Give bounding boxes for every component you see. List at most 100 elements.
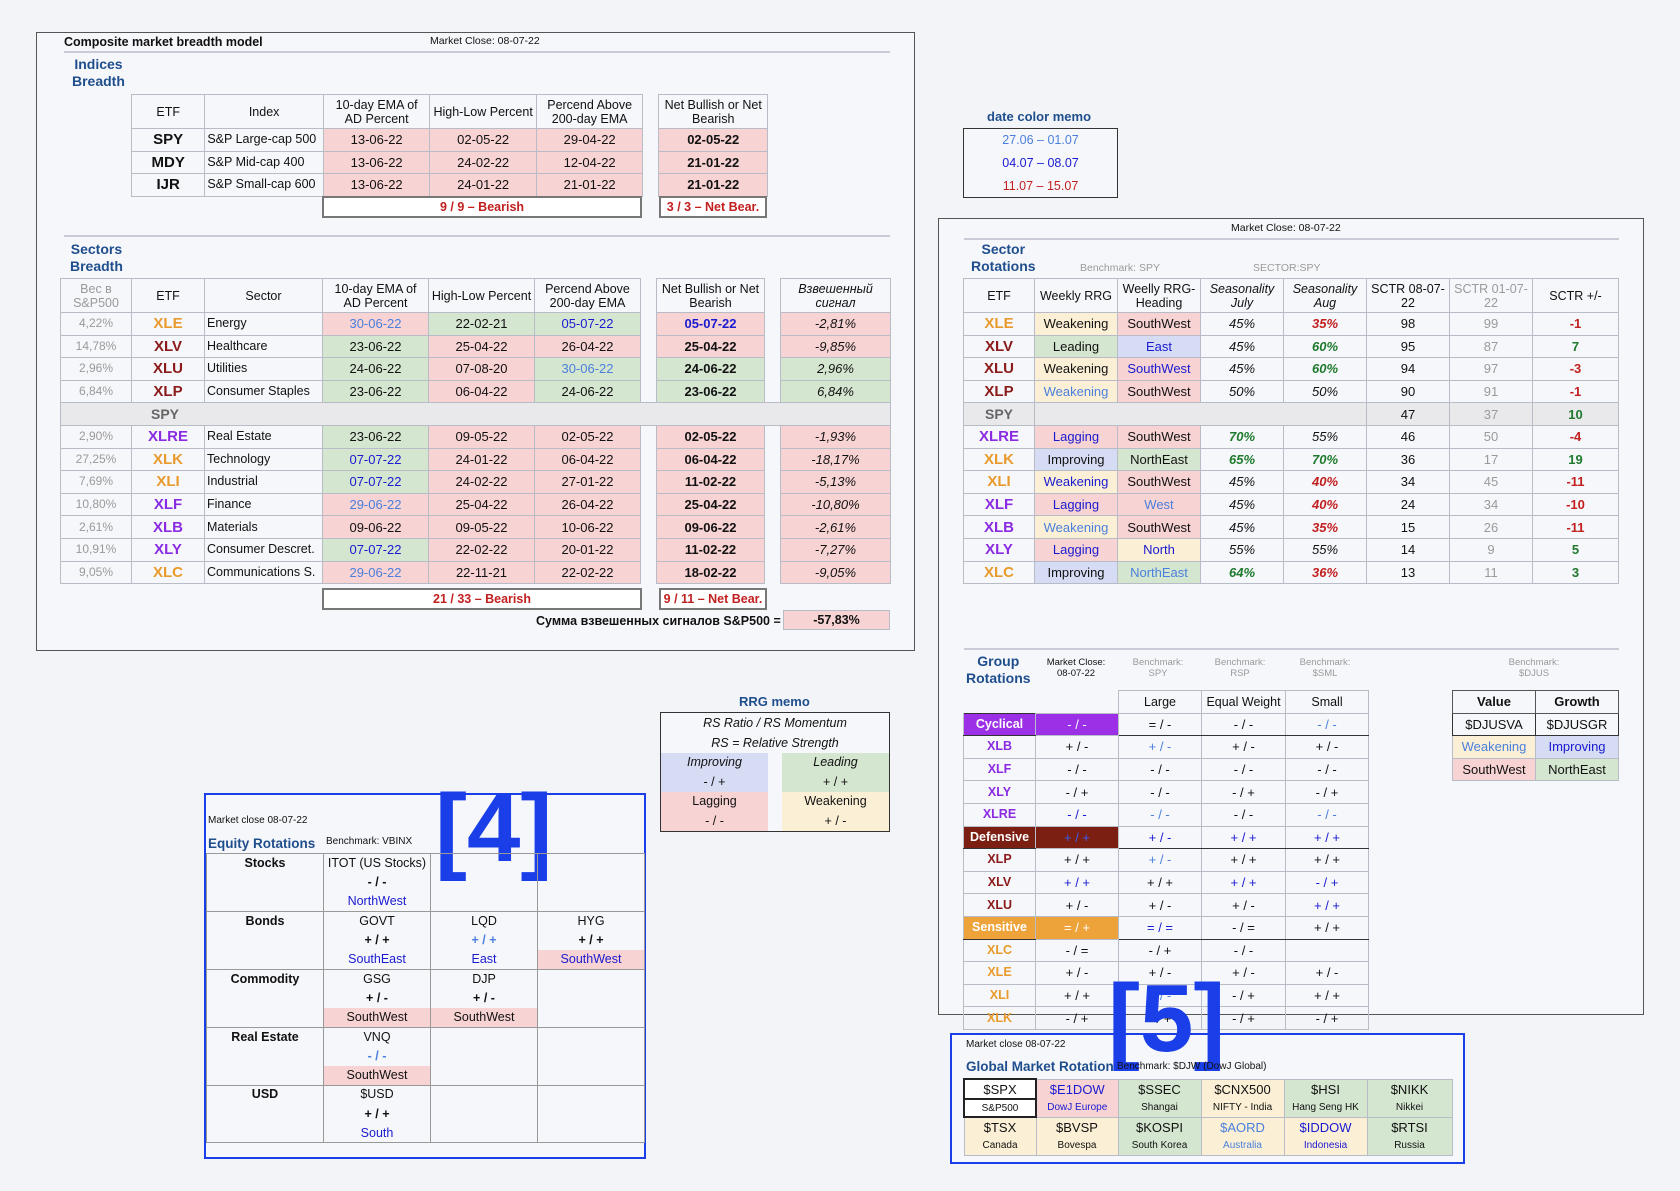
rotation-row: XLV Leading East 45% 60% 95 87 7 [963,334,1619,359]
date-cell: 07-07-22 [322,470,429,494]
group-row: XLK - / + - / + - / + - / + [963,1006,1369,1030]
heading-cell: SouthWest [1117,470,1201,494]
season-cell: 64% [1200,560,1284,585]
group-row: XLP + / + + / - + / + + / + [963,848,1369,872]
spacer [765,358,781,381]
equity-cell: GOVT [323,910,431,931]
group-value: - / - [1285,712,1369,737]
weight-cell: 2,61% [60,515,132,539]
group-value: + / + [1201,848,1286,872]
season-cell: 45% [1200,312,1284,336]
equity-row: USD $USD [206,1084,645,1105]
rotation-row: XLC Improving NorthEast 64% 36% 13 11 3 [963,560,1619,585]
equity-cell [206,949,324,970]
rotation-row: XLE Weakening SouthWest 45% 35% 98 99 -1 [963,312,1619,336]
sctr-cell: 94 [1366,357,1450,381]
sctr-cell: 45 [1449,470,1533,494]
date-cell: 22-02-22 [534,560,641,585]
equity-cell [206,930,324,950]
sector-name: Communications S. [204,560,323,585]
equity-cell: LQD [430,910,538,931]
date-cell: 13-06-22 [322,150,431,175]
spacer [765,471,781,494]
sector-name: Technology [204,447,323,472]
date-cell: 24-01-22 [428,447,535,472]
sector-row: 2,61% XLB Materials 09-06-22 09-05-22 10-06-2… [60,515,891,539]
sector-row: 10,91% XLY Consumer Descret. 07-07-22 22-02-… [60,537,891,562]
equity-cell [537,892,645,912]
header-cell: Seasonality Aug [1283,278,1367,313]
date-cell: 20-01-22 [534,537,641,562]
season-cell: 36% [1283,560,1367,585]
groups-bench-large: Benchmark: SPY [1132,657,1184,679]
group-value: - / - [1118,757,1202,782]
date-cell: 22-02-21 [428,312,535,336]
equity-cell: USD [206,1084,324,1105]
equity-cell: East [430,949,538,970]
group-name: Sensitive [963,915,1036,940]
sector-row: 14,78% XLV Healthcare 23-06-22 25-04-22 26-04… [60,334,891,359]
etf-ticker: XLY [963,537,1035,562]
equity-cell: Bonds [206,910,324,931]
spacer [765,335,781,358]
rrg-memo-box: RS Ratio / RS Momentum RS = Relative Str… [660,712,890,832]
header-cell: High-Low Percent [429,94,537,129]
rrg-cell: Lagging [1034,492,1118,517]
season-cell: 45% [1200,515,1284,539]
header-cell: ETF [131,278,205,313]
quadrant-label: Weakening [782,792,889,812]
equity-row: NorthWest [206,892,645,912]
sctr-cell: 15 [1366,515,1450,539]
weight-cell: 6,84% [60,379,132,404]
group-value: + / + [1035,870,1119,895]
equity-cell: + / + [537,930,645,950]
equity-cell [430,1046,538,1066]
global-benchmark: Benchmark: $DJW (DowJ Global) [1117,1061,1267,1072]
global-name: S&P500 [963,1098,1037,1118]
style-row: SouthWest NorthEast [1452,757,1619,782]
header-cell: High-Low Percent [428,278,535,313]
style-row: Value Growth [1452,690,1619,714]
date-cell: 25-04-22 [428,492,535,517]
weight-cell: 27,25% [60,447,132,472]
equity-cell [537,872,645,893]
spacer [641,335,657,358]
divider [964,648,1619,650]
global-name: Nikkei [1366,1099,1453,1118]
group-value: + / + [1035,825,1119,850]
season-cell: 55% [1283,424,1367,449]
sector-name: Consumer Staples [204,379,323,404]
sctr-delta: -11 [1532,470,1619,494]
group-row: Defensive + / + + / - + / + + / + [963,825,1369,850]
signal-cell: -2,61% [780,515,891,539]
quadrant-value: - / + [661,772,768,792]
group-value [1285,938,1369,963]
etf-ticker: XLI [131,470,205,494]
equity-cell [206,872,324,893]
group-value: - / - [1201,802,1286,827]
rotations-sector-bench: SECTOR:SPY [1253,262,1321,274]
global-ticker: $CNX500 [1200,1078,1285,1099]
equity-cell [537,1007,645,1028]
equity-cell [430,872,538,893]
weight-cell: 7,69% [60,470,132,494]
sector-name: Real Estate [204,424,323,449]
group-value: - / - [1285,757,1369,782]
sctr-cell: 97 [1449,357,1533,381]
sctr-delta: -1 [1532,379,1619,404]
group-value: - / + [1035,1006,1119,1030]
global-ticker: $RTSI [1366,1116,1453,1137]
global-name: Bovespa [1035,1137,1119,1156]
sector-row: 7,69% XLI Industrial 07-07-22 24-02-22 27-01-… [60,470,891,494]
equity-row: SouthWest SouthWest [206,1007,645,1028]
signal-cell: 2,96% [780,357,891,381]
divider [64,235,890,237]
equity-cell [430,1104,538,1124]
equity-cell [430,1084,538,1105]
net-cell: 23-06-22 [656,379,765,404]
heading-cell: West [1117,492,1201,517]
equity-cell [206,1104,324,1124]
etf-ticker: SPY [963,402,1035,426]
signal-cell: -18,17% [780,447,891,472]
date-cell: 07-07-22 [322,537,429,562]
